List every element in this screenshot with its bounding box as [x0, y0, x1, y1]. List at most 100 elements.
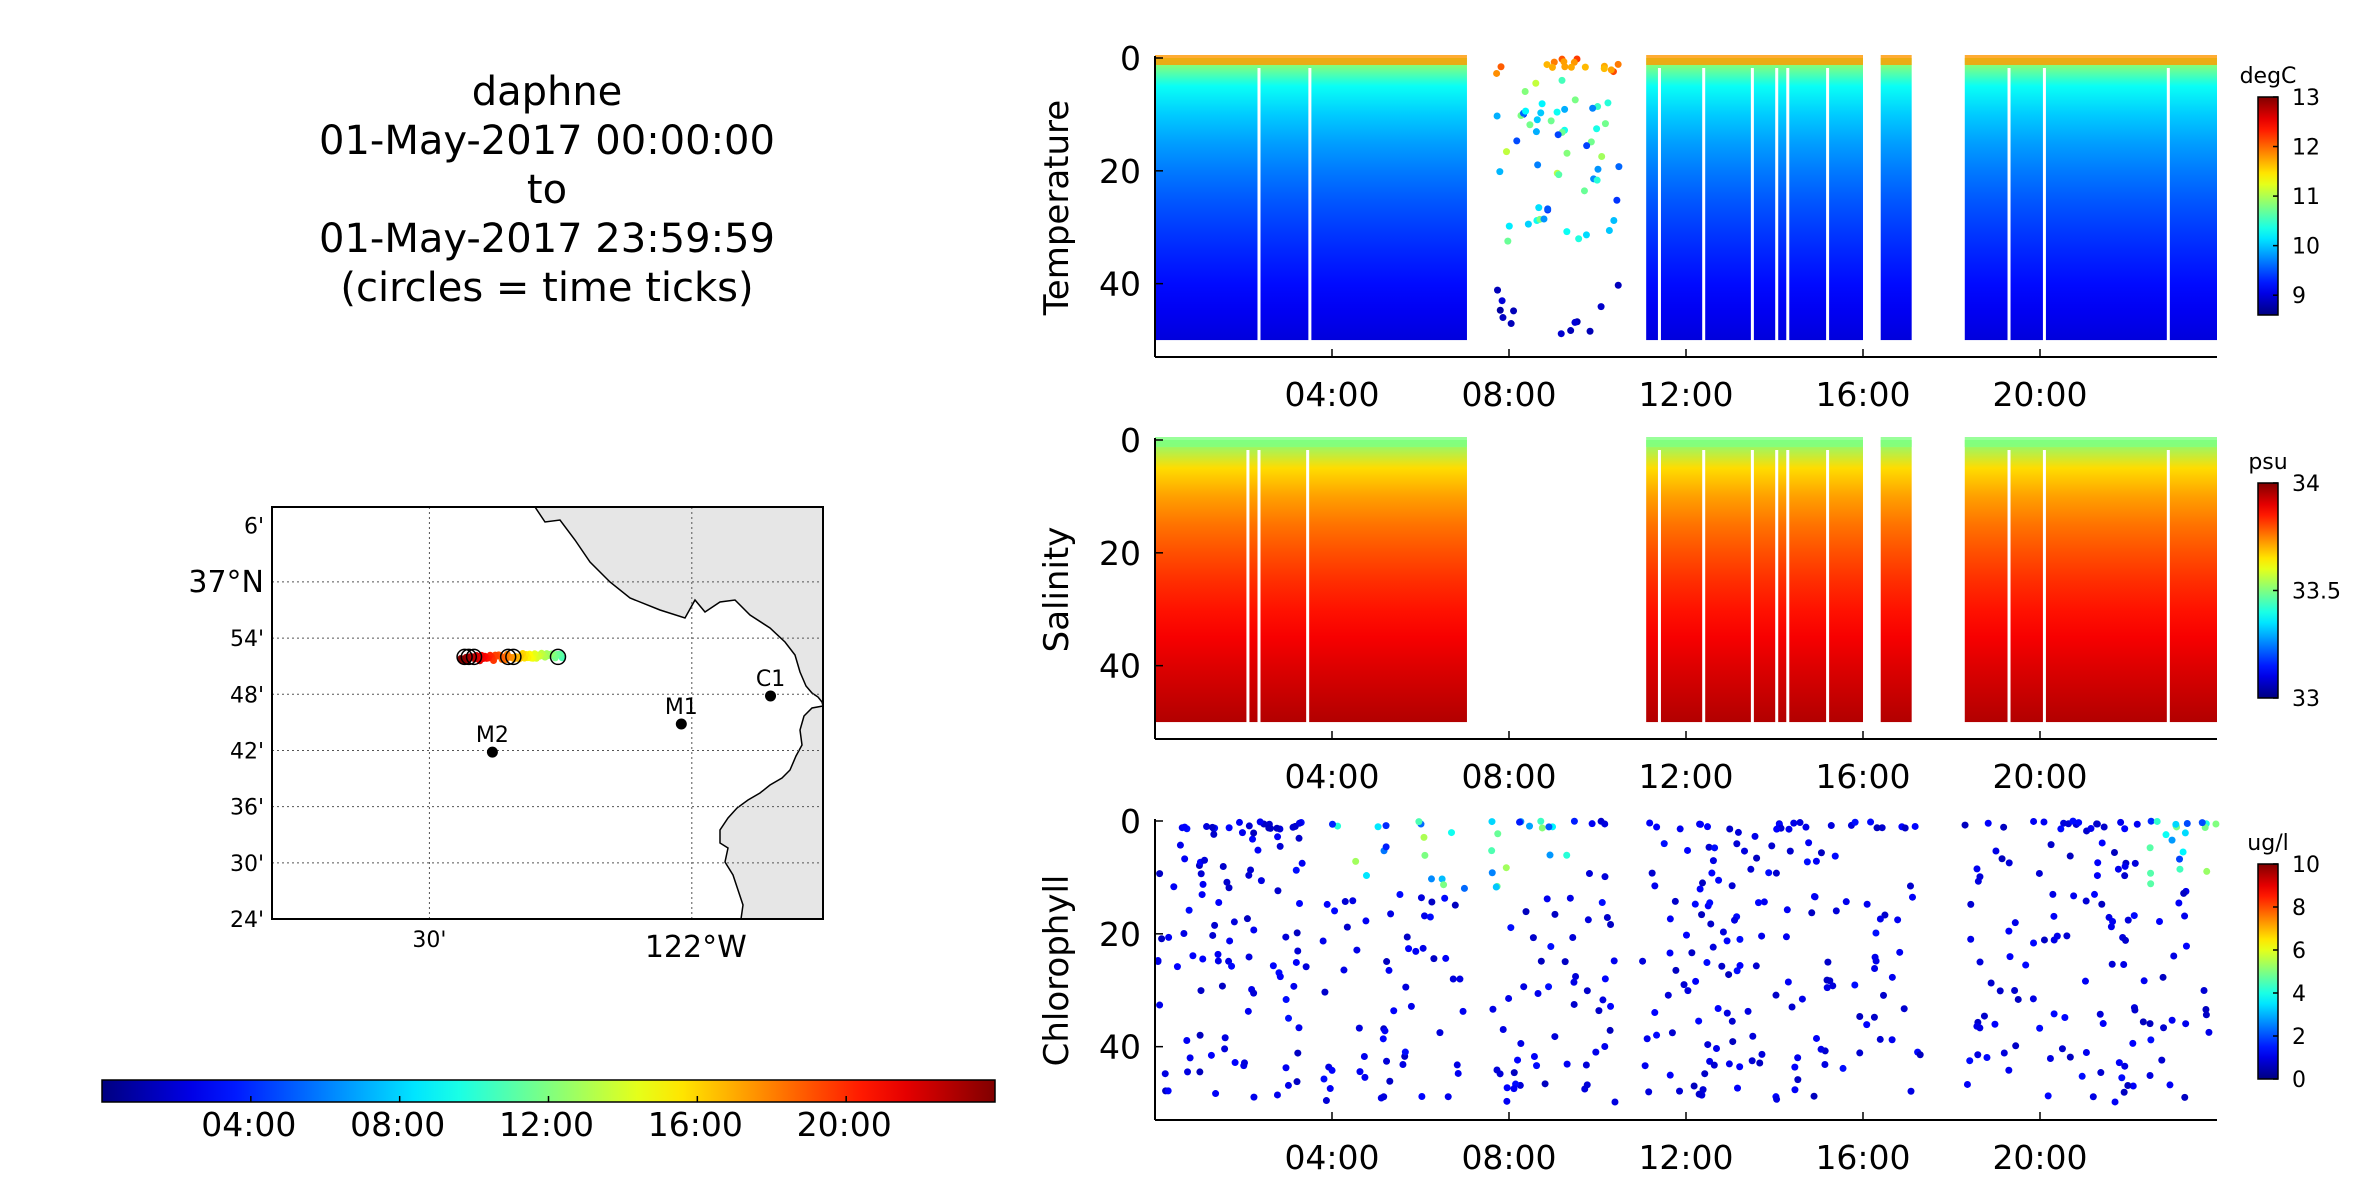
chlorophyll-point: [1295, 1024, 1303, 1032]
sparse-point: [1526, 121, 1534, 129]
chlorophyll-point: [1295, 819, 1303, 827]
map-frame: [271, 506, 824, 920]
chlorophyll-point: [2082, 1048, 2090, 1056]
chlorophyll-point: [1715, 876, 1723, 884]
chlorophyll-point: [1209, 931, 1217, 939]
sparse-point: [1533, 116, 1541, 124]
chlorophyll-point: [1460, 884, 1468, 892]
chlorophyll-point: [1226, 937, 1234, 945]
map-panel: 6' 37°N 54' 48' 42' 36' 30' 24' 30' 122°W C1 M1 M2: [188, 506, 824, 965]
station-marker: [675, 718, 687, 730]
chlorophyll-point: [1688, 949, 1696, 957]
chlorophyll-point: [1396, 890, 1404, 898]
chlorophyll-point: [1420, 833, 1428, 841]
chlorophyll-point: [1294, 947, 1302, 955]
chlorophyll-point: [2120, 961, 2128, 969]
chlorophyll-point: [1710, 1061, 1718, 1069]
chlorophyll-point: [1454, 1069, 1462, 1077]
chlorophyll-point: [1566, 894, 1574, 902]
sparse-point: [1594, 165, 1602, 173]
map-lat-label: 24': [230, 908, 264, 933]
map-lat-label: 37°N: [188, 565, 264, 600]
chlorophyll-point: [1998, 855, 2006, 863]
chlorophyll-point: [2049, 890, 2057, 898]
chlorophyll-point: [2087, 825, 2095, 833]
chlorophyll-point: [1331, 907, 1339, 915]
chlorophyll-point: [2005, 927, 2013, 935]
sparse-point: [1555, 171, 1563, 179]
chlorophyll-point: [2081, 977, 2089, 985]
chlorophyll-point: [1328, 820, 1336, 828]
chlorophyll-point: [2121, 872, 2129, 880]
chlorophyll-point: [2133, 820, 2141, 828]
chlorophyll-point: [1803, 858, 1811, 866]
chlorophyll-point: [1510, 1085, 1518, 1093]
chlorophyll-point: [1772, 869, 1780, 877]
chlorophyll-point: [2029, 995, 2037, 1003]
chlorophyll-point: [1198, 891, 1206, 899]
chlorophyll-point: [1161, 1070, 1169, 1078]
chlorophyll-point: [1908, 893, 1916, 901]
chlorophyll-point: [1293, 1078, 1301, 1086]
figure-title: daphne 01-May-2017 00:00:00 to 01-May-20…: [319, 69, 775, 311]
chlorophyll-point: [1181, 823, 1189, 831]
chlorophyll-point: [1984, 819, 1992, 827]
map-lat-label: 6': [244, 515, 264, 540]
colorbar-tick-label: 33.5: [2292, 580, 2341, 605]
chlorophyll-point: [2124, 916, 2132, 924]
profile-gap: [1257, 68, 1261, 343]
chlorophyll-point: [1184, 1068, 1192, 1076]
colorbar-tick-label: 11: [2292, 185, 2320, 210]
chlorophyll-point: [1180, 929, 1188, 937]
chlorophyll-point: [1158, 935, 1166, 943]
chlorophyll-point: [1741, 847, 1749, 855]
chlorophyll-point: [1349, 897, 1357, 905]
chlorophyll-point: [2160, 1024, 2168, 1032]
map-lon-labels: 30' 122°W: [412, 928, 746, 965]
chlorophyll-point: [2109, 918, 2117, 926]
chlorophyll-point: [1666, 915, 1674, 923]
chlorophyll-point: [1293, 929, 1301, 937]
y-tick-label: 0: [1120, 421, 1141, 460]
time-colorbar-tick-label: 12:00: [499, 1105, 594, 1144]
chlorophyll-point: [2198, 819, 2206, 827]
chlorophyll-point: [1343, 923, 1351, 931]
chlorophyll-point: [1690, 1082, 1698, 1090]
chlorophyll-point: [2093, 872, 2101, 880]
chlorophyll-point: [1269, 962, 1277, 970]
sparse-point: [1540, 215, 1548, 223]
chlorophyll-point: [1583, 1081, 1591, 1089]
chlorophyll-point: [2170, 952, 2178, 960]
chlorophyll-point: [1697, 820, 1705, 828]
chlorophyll-point: [1695, 1090, 1703, 1098]
chlorophyll-point: [2044, 1092, 2052, 1100]
chlorophyll-point: [1210, 830, 1218, 838]
chlorophyll-point: [1725, 1060, 1733, 1068]
surface-band: [1155, 55, 1467, 65]
chlorophyll-point: [1197, 987, 1205, 995]
sparse-point: [1571, 318, 1579, 326]
sparse-point: [1499, 314, 1507, 322]
chlorophyll-point: [1353, 946, 1361, 954]
station-label: C1: [756, 667, 785, 692]
chlorophyll-point: [1383, 958, 1391, 966]
chlorophyll-point: [1492, 883, 1500, 891]
colorbar-tick-label: 13: [2292, 86, 2320, 111]
chlorophyll-point: [1282, 933, 1290, 941]
chlorophyll-point: [1382, 843, 1390, 851]
chlorophyll-point: [1294, 1049, 1302, 1057]
sparse-point: [1586, 327, 1594, 335]
chlorophyll-point: [1243, 915, 1251, 923]
chlorophyll-point: [2093, 820, 2101, 828]
chlorophyll-point: [1341, 898, 1349, 906]
chlorophyll-point: [1747, 865, 1755, 873]
chlorophyll-point: [2114, 865, 2122, 873]
sparse-point: [1615, 163, 1623, 171]
x-tick-label: 16:00: [1815, 757, 1910, 796]
sparse-point: [1600, 65, 1608, 73]
chlorophyll-point: [1666, 949, 1674, 957]
chlorophyll-point: [2099, 1020, 2107, 1028]
chlorophyll-point: [1585, 870, 1593, 878]
chlorophyll-point: [1641, 1062, 1649, 1070]
chlorophyll-point: [1599, 996, 1607, 1004]
